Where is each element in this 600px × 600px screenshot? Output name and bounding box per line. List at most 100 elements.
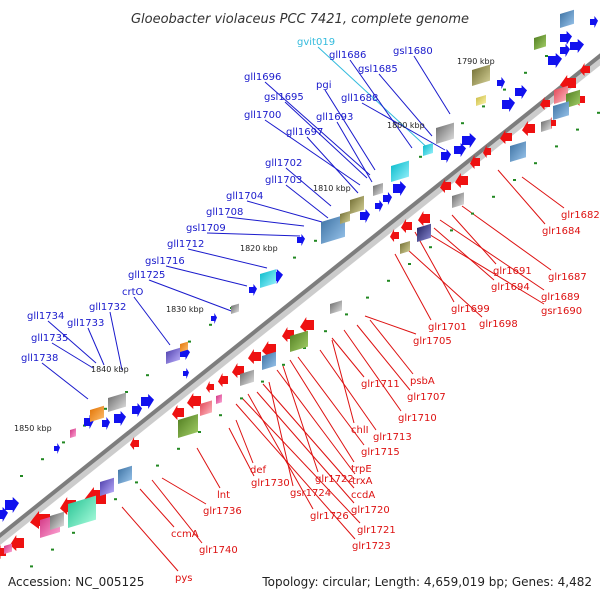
leader-glr1684 bbox=[497, 169, 546, 225]
forward-gene-6 bbox=[497, 77, 505, 89]
tick-dot bbox=[513, 179, 516, 181]
leader-trxA bbox=[276, 369, 356, 475]
gene-block-18 bbox=[554, 85, 568, 104]
tick-dot bbox=[471, 212, 474, 215]
tick-dot bbox=[419, 155, 422, 158]
map-title: Gloeobacter violaceus PCC 7421, complete… bbox=[131, 12, 469, 27]
leader-gll1734 bbox=[47, 320, 97, 364]
gene-label-chlI: chlI bbox=[351, 425, 369, 436]
gene-label-gll1693: gll1693 bbox=[316, 112, 353, 123]
leader-gll1732 bbox=[109, 311, 123, 371]
gene-label-glr1698: glr1698 bbox=[479, 319, 518, 330]
gene-block-10 bbox=[340, 211, 350, 224]
tick-dot bbox=[135, 481, 138, 484]
gene-label-gvit019: gvit019 bbox=[297, 37, 335, 48]
forward-gene-11 bbox=[383, 192, 392, 205]
forward-gene-13 bbox=[375, 200, 383, 212]
forward-gene-1 bbox=[570, 39, 584, 53]
gene-label-gll1734: gll1734 bbox=[27, 311, 64, 322]
gene-block-4 bbox=[436, 122, 454, 144]
forward-gene-8 bbox=[454, 143, 466, 157]
reverse-gene-27 bbox=[580, 63, 590, 76]
gene-block-33 bbox=[118, 465, 132, 484]
leader-glr1740 bbox=[151, 479, 203, 544]
gene-block-1 bbox=[560, 9, 574, 29]
reverse-gene-21 bbox=[130, 437, 139, 450]
leader-glr1707 bbox=[356, 324, 411, 391]
gene-features bbox=[0, 9, 598, 559]
gene-label-gll1704: gll1704 bbox=[226, 191, 263, 202]
forward-gene-2 bbox=[548, 53, 562, 68]
gene-label-glr1730: glr1730 bbox=[251, 478, 290, 489]
forward-gene-18 bbox=[211, 313, 217, 324]
gene-label-pgi: pgi bbox=[316, 80, 331, 91]
gene-label-glr1740: glr1740 bbox=[199, 545, 238, 556]
tick-dot bbox=[72, 531, 75, 534]
gene-label-gll1688: gll1688 bbox=[341, 93, 378, 104]
gene-block-13 bbox=[166, 347, 180, 364]
leader-gll1700 bbox=[264, 119, 361, 186]
gene-label-glr1736: glr1736 bbox=[203, 506, 242, 517]
genome-backbone bbox=[0, 53, 600, 546]
tick-dot bbox=[303, 347, 306, 349]
tick-dot bbox=[51, 548, 54, 551]
leader-gsl1709 bbox=[206, 232, 301, 237]
gene-block-24 bbox=[417, 223, 431, 242]
tick-dot bbox=[156, 464, 159, 467]
backbone-line bbox=[0, 53, 600, 538]
scale-label-1830: 1830 kbp bbox=[166, 305, 204, 314]
reverse-gene-20 bbox=[172, 405, 184, 420]
tick-dot bbox=[62, 441, 65, 444]
scale-label-1840: 1840 kbp bbox=[91, 365, 129, 374]
gene-label-glr1726: glr1726 bbox=[310, 511, 349, 522]
tick-dot bbox=[524, 71, 527, 74]
gene-block-35 bbox=[68, 495, 96, 528]
gene-block-34 bbox=[100, 477, 114, 496]
gene-label-glr1723: glr1723 bbox=[352, 541, 391, 552]
gene-label-glr1713: glr1713 bbox=[373, 432, 412, 443]
gene-block-16 bbox=[90, 405, 104, 422]
gene-block-2 bbox=[472, 64, 490, 86]
accession-label: Accession: NC_005125 bbox=[8, 575, 144, 589]
gene-block-5 bbox=[423, 143, 433, 156]
tick-dot bbox=[482, 105, 485, 108]
reverse-gene-10 bbox=[401, 219, 412, 233]
gene-block-32 bbox=[178, 414, 198, 438]
forward-gene-29 bbox=[590, 16, 598, 28]
tick-dot bbox=[41, 458, 44, 461]
leader-glr1723 bbox=[235, 403, 356, 540]
gene-block-19 bbox=[566, 89, 580, 108]
gene-label-def: def bbox=[250, 465, 267, 476]
gene-label-glr1705: glr1705 bbox=[413, 336, 452, 347]
forward-gene-4 bbox=[502, 97, 515, 112]
leader-glr1713 bbox=[319, 349, 377, 431]
gene-label-glr1721: glr1721 bbox=[357, 525, 396, 536]
gene-label-glr1701: glr1701 bbox=[428, 322, 467, 333]
reverse-gene-19 bbox=[187, 393, 201, 409]
forward-gene-5 bbox=[515, 85, 527, 99]
leader-gll1733 bbox=[87, 327, 105, 366]
reverse-gene-4 bbox=[500, 130, 512, 144]
gene-label-gll1697: gll1697 bbox=[286, 127, 323, 138]
gene-label-gsl1685: gsl1685 bbox=[358, 64, 398, 75]
gene-label-gsr1690: gsr1690 bbox=[541, 306, 582, 317]
scale-label-1790: 1790 kbp bbox=[457, 57, 495, 66]
leader-glr1711 bbox=[331, 337, 365, 378]
tick-dot bbox=[293, 256, 296, 259]
gene-label-pys: pys bbox=[175, 573, 192, 584]
gene-label-trpE: trpE bbox=[351, 464, 372, 475]
gene-label-gll1735: gll1735 bbox=[31, 333, 68, 344]
leader-trpE bbox=[289, 359, 355, 463]
reverse-gene-17 bbox=[218, 373, 228, 387]
leader-glr1694 bbox=[433, 227, 495, 281]
gene-block-29 bbox=[240, 369, 254, 386]
scale-label-1810: 1810 kbp bbox=[313, 184, 351, 193]
gene-label-gll1686: gll1686 bbox=[329, 50, 366, 61]
gene-block-27 bbox=[290, 330, 308, 352]
tick-dot bbox=[576, 128, 579, 131]
scale-label-1800: 1800 kbp bbox=[387, 121, 425, 130]
reverse-gene-7 bbox=[455, 173, 468, 188]
gene-block-3 bbox=[476, 95, 486, 106]
gene-block-25 bbox=[400, 241, 410, 254]
